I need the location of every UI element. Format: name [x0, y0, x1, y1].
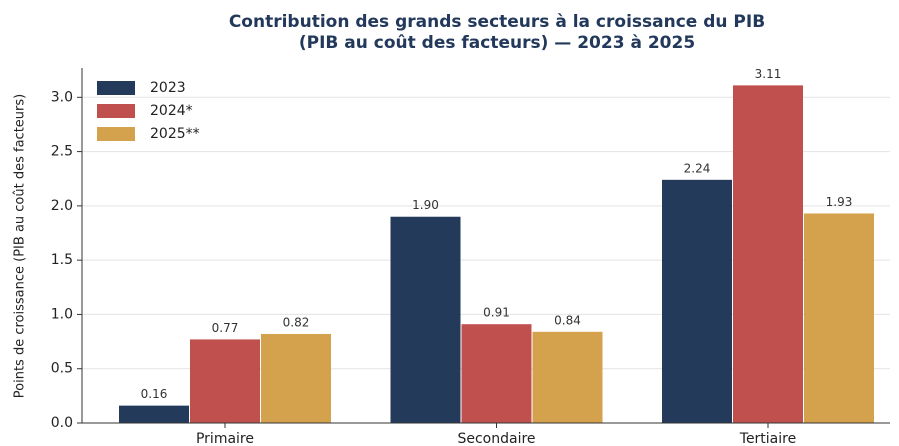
value-label: 2.24: [684, 161, 711, 175]
legend-swatch: [97, 127, 135, 141]
value-label: 0.16: [141, 387, 168, 401]
bar: [461, 324, 532, 423]
value-label: 0.84: [554, 313, 581, 327]
value-label: 0.91: [483, 306, 510, 320]
bar: [261, 333, 331, 423]
x-tick-label: Primaire: [196, 431, 254, 446]
bar: [532, 331, 603, 423]
y-tick-label: 2.0: [51, 198, 73, 214]
bar: [662, 179, 732, 423]
y-tick-label: 0.5: [51, 361, 73, 377]
value-label: 3.11: [755, 67, 782, 81]
y-tick-label: 3.0: [51, 89, 73, 105]
bar: [733, 85, 803, 424]
value-label: 0.77: [212, 321, 239, 335]
y-tick-label: 1.0: [51, 306, 73, 322]
y-tick-label: 0.0: [51, 415, 73, 431]
chart-subtitle: (PIB au coût des facteurs) — 2023 à 2025: [299, 33, 695, 53]
y-axis-label: Points de croissance (PIB au coût des fa…: [13, 94, 28, 398]
y-tick-label: 2.5: [51, 144, 73, 160]
bar: [190, 339, 260, 423]
bar: [390, 216, 461, 423]
legend-label: 2025**: [150, 126, 200, 142]
bar: [119, 405, 189, 423]
x-tick-label: Secondaire: [457, 431, 535, 446]
legend-label: 2024*: [150, 103, 193, 119]
y-tick-label: 1.5: [51, 252, 73, 268]
value-label: 0.82: [283, 315, 310, 329]
value-label: 1.90: [412, 198, 439, 212]
legend-label: 2023: [150, 80, 186, 96]
x-tick-label: Tertiaire: [739, 431, 796, 446]
bar: [804, 213, 874, 423]
chart-title: Contribution des grands secteurs à la cr…: [229, 12, 765, 32]
legend-swatch: [97, 104, 135, 118]
value-label: 1.93: [826, 195, 853, 209]
legend-swatch: [97, 81, 135, 95]
